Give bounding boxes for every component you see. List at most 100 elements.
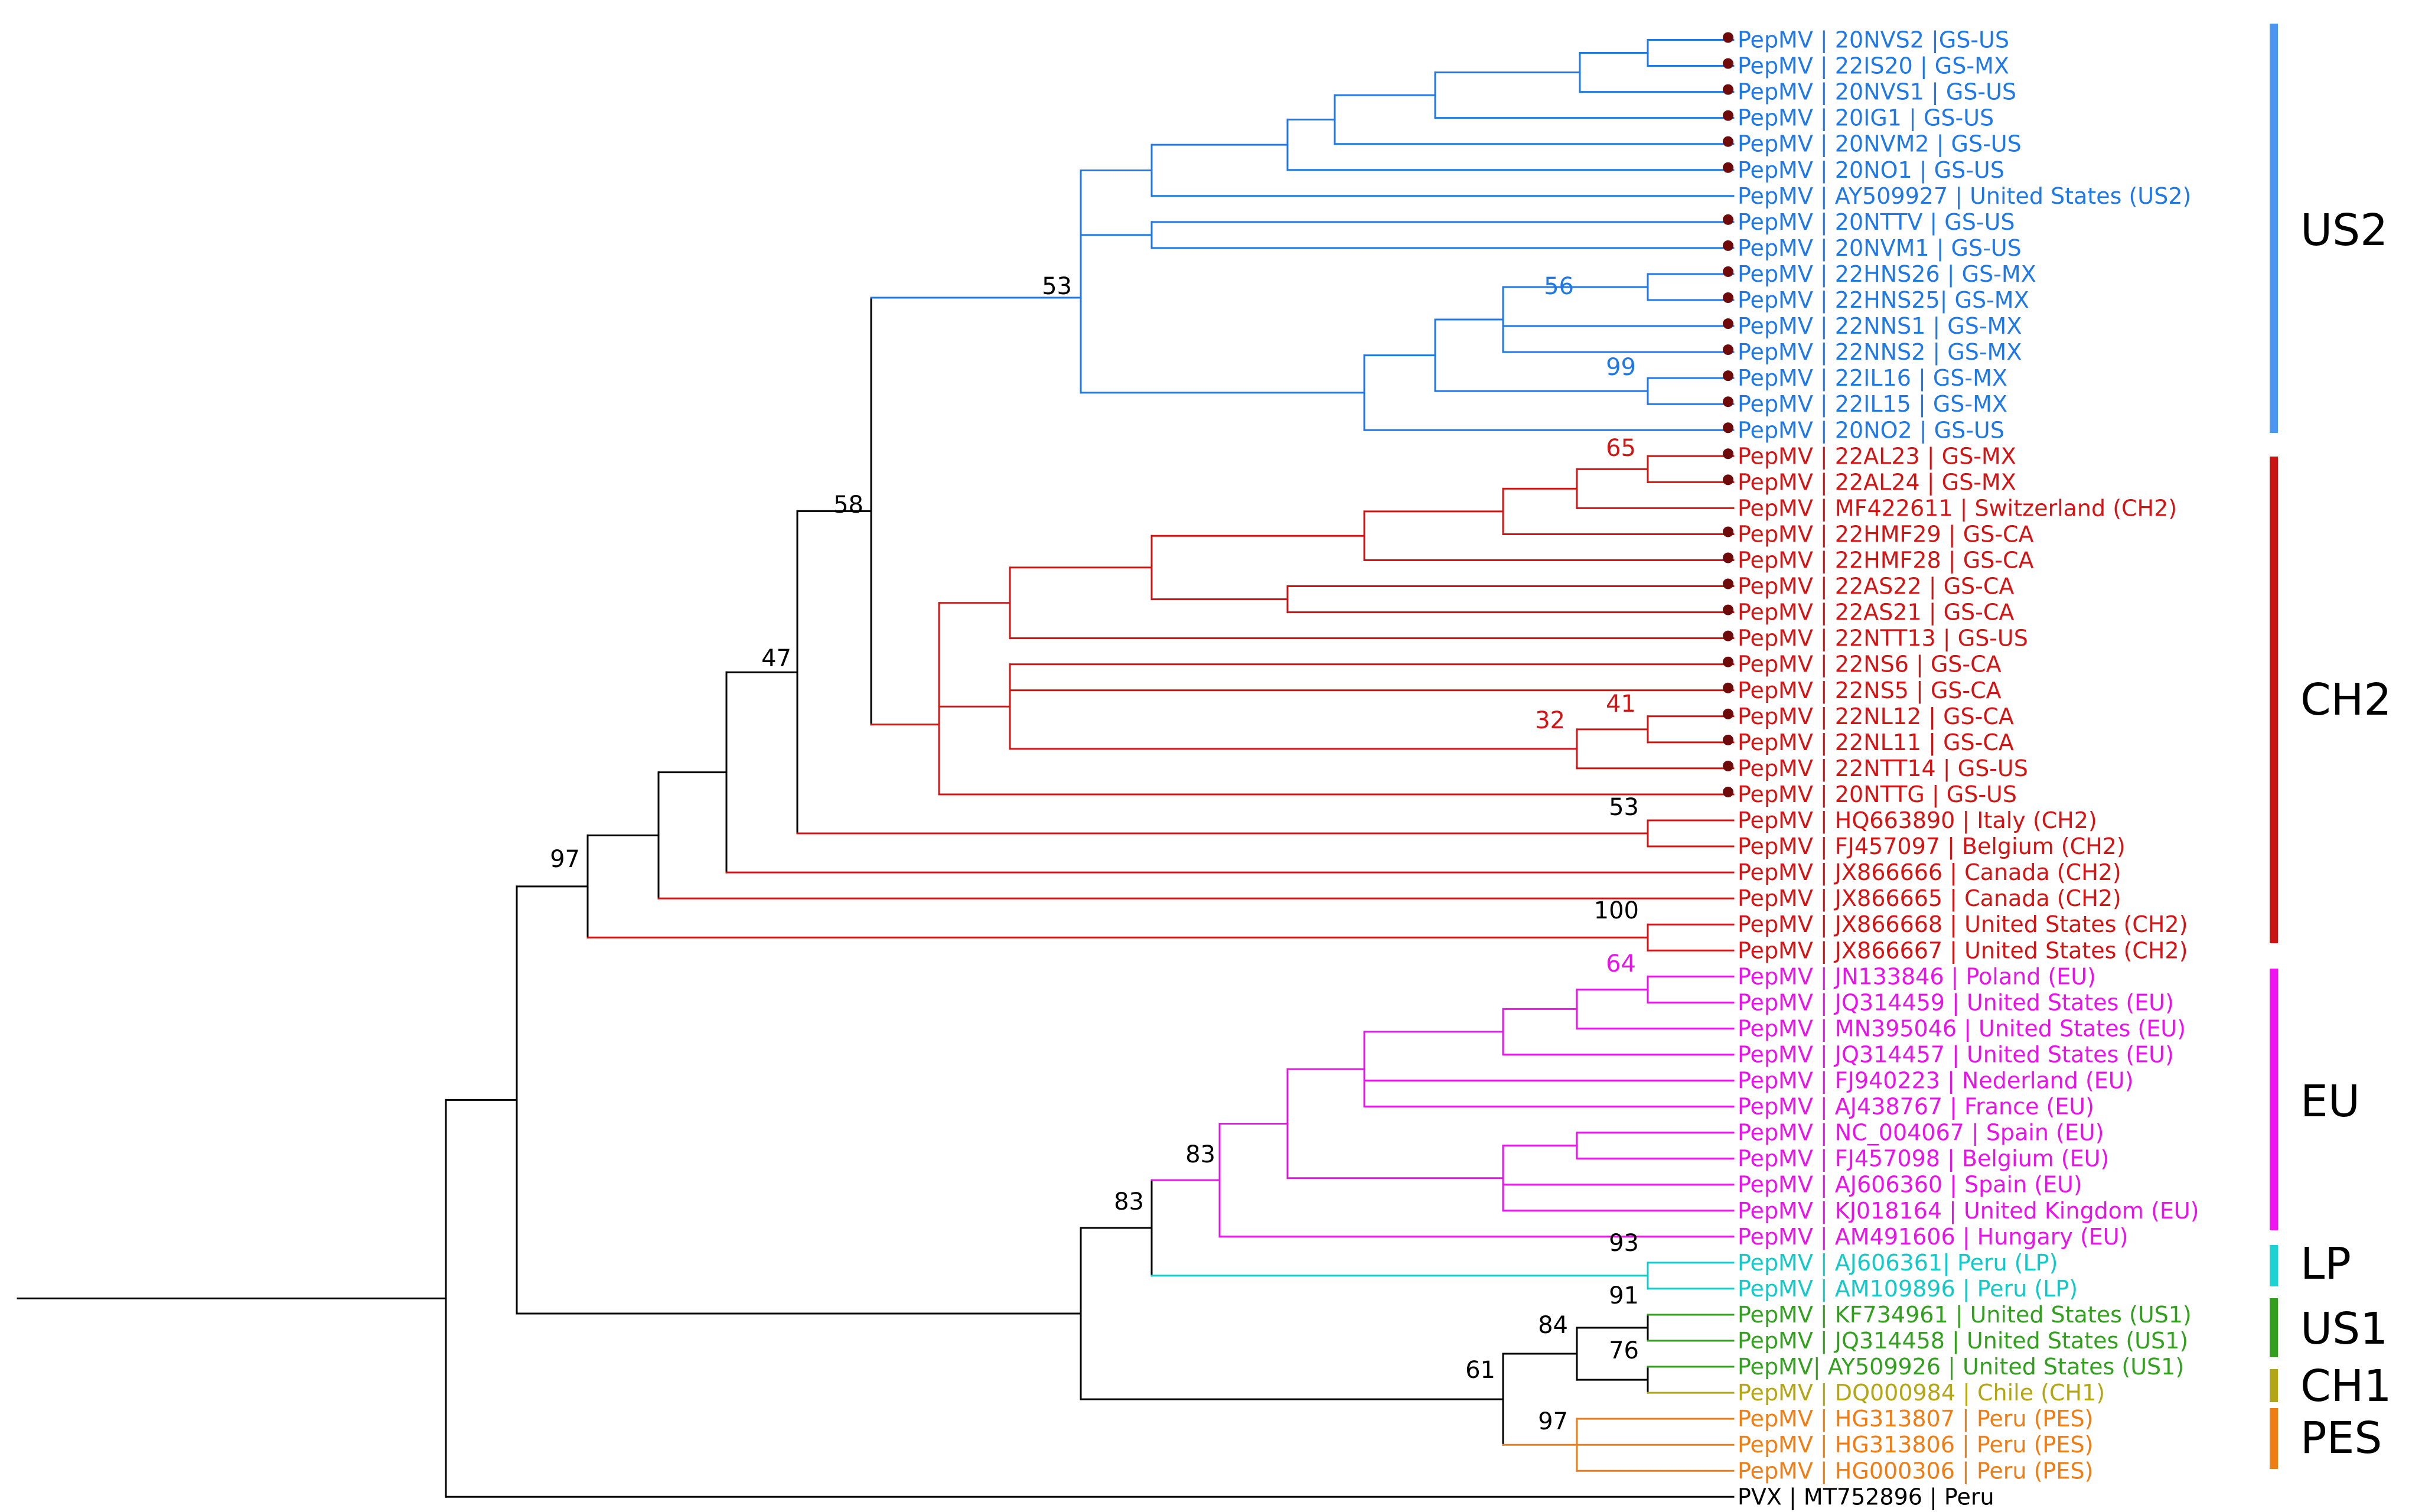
bootstrap-value: 41	[1606, 690, 1636, 718]
leaf-label: PepMV | HQ663890 | Italy (CH2)	[1738, 807, 2097, 834]
sample-dot	[1723, 162, 1733, 173]
leaf-label: PepMV | JX866666 | Canada (CH2)	[1738, 859, 2121, 886]
sample-dot	[1723, 110, 1733, 121]
leaf-label: PepMV | AM109896 | Peru (LP)	[1738, 1276, 2078, 1302]
bootstrap-value: 97	[1538, 1408, 1568, 1435]
leaf-label: PepMV | 22HNS26 | GS-MX	[1738, 261, 2036, 288]
bootstrap-value: 97	[550, 846, 580, 873]
sample-markers	[1723, 32, 1733, 797]
bootstrap-value: 56	[1544, 273, 1574, 300]
leaf-label: PepMV | 22IL16 | GS-MX	[1738, 365, 2007, 392]
tree-branches	[17, 39, 1735, 1498]
bootstrap-value: 47	[761, 645, 791, 672]
sample-dot	[1723, 682, 1733, 693]
sample-dot	[1723, 760, 1733, 771]
sample-dot	[1723, 578, 1733, 589]
bootstrap-value: 58	[833, 491, 863, 519]
leaf-label: PepMV | JX866667 | United States (CH2)	[1738, 937, 2188, 964]
leaf-label: PepMV | 20NVS2 |GS-US	[1738, 27, 2009, 54]
bootstrap-value: 53	[1609, 794, 1639, 821]
clade-label: PES	[2300, 1413, 2382, 1464]
leaf-label: PepMV | 22HMF28 | GS-CA	[1738, 548, 2034, 574]
sample-dot	[1723, 552, 1733, 563]
leaf-label: PepMV | JQ314458 | United States (US1)	[1738, 1328, 2188, 1354]
clade-label: US2	[2300, 205, 2388, 256]
leaf-label: PepMV | 22HNS25| GS-MX	[1738, 287, 2029, 314]
clade-label: CH2	[2300, 674, 2391, 725]
leaf-label: PepMV | 22NTT14 | GS-US	[1738, 755, 2028, 782]
leaf-label: PepMV | 22NL11 | GS-CA	[1738, 729, 2014, 756]
bootstrap-value: 100	[1594, 897, 1639, 924]
sample-dot	[1723, 786, 1733, 797]
leaf-label: PVX | MT752896 | Peru	[1738, 1484, 1994, 1510]
bootstrap-value: 93	[1609, 1230, 1639, 1257]
leaf-label: PepMV | 20NVM1 | GS-US	[1738, 235, 2022, 262]
bootstrap-value: 64	[1606, 950, 1636, 977]
bootstrap-value: 83	[1185, 1141, 1215, 1168]
sample-dot	[1723, 604, 1733, 615]
leaf-label: PepMV| AY509926 | United States (US1)	[1738, 1354, 2184, 1380]
leaf-label: PepMV | AJ606361| Peru (LP)	[1738, 1250, 2058, 1276]
leaf-label: PepMV | 20NVM2 | GS-US	[1738, 131, 2022, 158]
sample-dot	[1723, 656, 1733, 667]
bootstrap-value: 53	[1042, 273, 1072, 300]
leaf-label: PepMV | FJ457097 | Belgium (CH2)	[1738, 833, 2126, 860]
sample-dot	[1723, 318, 1733, 330]
leaf-label: PepMV | 20NVS1 | GS-US	[1738, 79, 2016, 106]
bootstrap-value: 91	[1609, 1282, 1639, 1309]
sample-dot	[1723, 136, 1733, 147]
leaf-label: PepMV | JQ314459 | United States (EU)	[1738, 989, 2174, 1016]
leaf-label: PepMV | 22NTT13 | GS-US	[1738, 625, 2028, 652]
sample-dot	[1723, 266, 1733, 277]
leaf-label: PepMV | 20NO2 | GS-US	[1738, 417, 2004, 444]
leaf-label: PepMV | JX866665 | Canada (CH2)	[1738, 885, 2121, 912]
leaf-label: PepMV | AM491606 | Hungary (EU)	[1738, 1224, 2128, 1250]
clade-label: US1	[2300, 1304, 2388, 1354]
sample-dot	[1723, 396, 1733, 408]
leaf-label: PepMV | HG313806 | Peru (PES)	[1738, 1432, 2093, 1458]
sample-dot	[1723, 84, 1733, 95]
leaf-label: PepMV | HG313807 | Peru (PES)	[1738, 1406, 2093, 1432]
clade-label: EU	[2300, 1076, 2360, 1127]
bootstrap-value: 65	[1606, 435, 1636, 462]
bootstrap-value: 84	[1538, 1312, 1568, 1339]
leaf-label: PepMV | MN395046 | United States (EU)	[1738, 1015, 2186, 1042]
sample-dot	[1723, 240, 1733, 251]
leaf-label: PepMV | 22NL12 | GS-CA	[1738, 703, 2014, 730]
bootstrap-value: 61	[1465, 1357, 1495, 1384]
sample-dot	[1723, 448, 1733, 460]
leaf-label: PepMV | 22IS20 | GS-MX	[1738, 53, 2009, 80]
sample-dot	[1723, 734, 1733, 745]
leaf-label: PepMV | 20NTTV | GS-US	[1738, 209, 2015, 236]
leaf-label: PepMV | 22NS5 | GS-CA	[1738, 677, 2002, 704]
sample-dot	[1723, 422, 1733, 434]
leaf-label: PepMV | 22HMF29 | GS-CA	[1738, 521, 2034, 548]
sample-dot	[1723, 526, 1733, 537]
sample-dot	[1723, 474, 1733, 485]
leaf-label: PepMV | 20IG1 | GS-US	[1738, 105, 1994, 132]
leaf-label: PepMV | JX866668 | United States (CH2)	[1738, 911, 2188, 938]
leaf-label: PepMV | 22AL24 | GS-MX	[1738, 469, 2016, 496]
leaf-label: PepMV | AY509927 | United States (US2)	[1738, 183, 2191, 210]
leaf-label: PepMV | 22IL15 | GS-MX	[1738, 391, 2007, 418]
bootstrap-value: 99	[1606, 354, 1636, 381]
sample-dot	[1723, 214, 1733, 225]
bootstrap-value: 83	[1114, 1188, 1144, 1216]
leaf-label: PepMV | JN133846 | Poland (EU)	[1738, 963, 2096, 990]
bootstrap-value: 32	[1535, 707, 1565, 734]
leaf-label: PepMV | KF734961 | United States (US1)	[1738, 1302, 2192, 1328]
leaf-label: PepMV | NC_004067 | Spain (EU)	[1738, 1120, 2104, 1146]
leaf-label: PepMV | FJ940223 | Nederland (EU)	[1738, 1068, 2133, 1094]
leaf-label: PepMV | 22AS21 | GS-CA	[1738, 599, 2014, 626]
leaf-label: PepMV | 22NNS1 | GS-MX	[1738, 313, 2022, 340]
sample-dot	[1723, 58, 1733, 69]
leaf-label: PepMV | 20NTTG | GS-US	[1738, 781, 2017, 808]
leaf-label: PepMV | MF422611 | Switzerland (CH2)	[1738, 495, 2177, 522]
leaf-label: PepMV | DQ000984 | Chile (CH1)	[1738, 1380, 2105, 1406]
leaf-label: PepMV | 20NO1 | GS-US	[1738, 157, 2004, 184]
leaf-label: PepMV | AJ606360 | Spain (EU)	[1738, 1172, 2082, 1198]
leaf-label: PepMV | 22AL23 | GS-MX	[1738, 443, 2016, 470]
leaf-label: PepMV | HG000306 | Peru (PES)	[1738, 1458, 2093, 1484]
